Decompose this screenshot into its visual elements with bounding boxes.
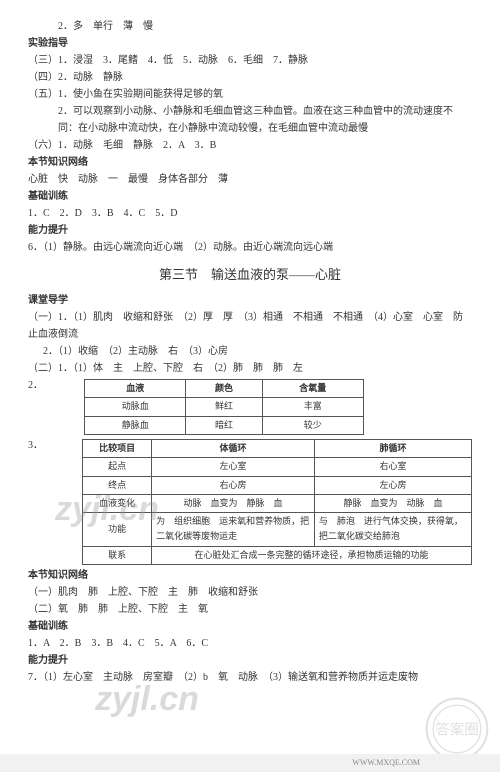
heading-classroom: 课堂导学 [28, 292, 472, 309]
t2-r2c3: 左心房 [314, 476, 471, 494]
t1-r2c2: 暗红 [186, 416, 262, 434]
t2-h1: 比较项目 [83, 439, 152, 457]
table1-lead: 2． [28, 377, 54, 394]
heading-ability-1: 能力提升 [28, 222, 472, 239]
heading-knowledge-2: 本节知识网络 [28, 567, 472, 584]
t2-r4c2: 为 组织细胞 运来氧和营养物质，把二氧化碳等废物运走 [152, 513, 315, 547]
exp-l4: 2．可以观察到小动脉、小静脉和毛细血管这三种血管。血液在这三种血管中的流动速度不… [28, 103, 472, 137]
class-l3: （二）1．（1）体 主 上腔、下腔 右 （2）肺 肺 肺 左 [28, 360, 472, 377]
table-blood: 血液 颜色 含氧量 动脉血 鲜红 丰富 静脉血 暗红 较少 [84, 379, 364, 435]
ability2: 7．（1）左心室 主动脉 房室瓣 （2）b 氧 动脉 （3）输送氧和营养物质并运… [28, 669, 472, 686]
t2-h3: 肺循环 [314, 439, 471, 457]
t2-r5c23: 在心脏处汇合成一条完整的循环途径，承担物质运输的功能 [152, 546, 472, 564]
t2-r1c2: 左心室 [152, 458, 315, 476]
t2-r1c3: 右心室 [314, 458, 471, 476]
line-top: 2．多 单行 薄 慢 [28, 18, 472, 35]
t1-h2: 颜色 [186, 380, 262, 398]
basic1: 1．C 2．D 3．B 4．C 5．D [28, 205, 472, 222]
class-l1: （一）1．（1）肌肉 收缩和舒张 （2）厚 厚 （3）相通 不相通 不相通 （4… [28, 309, 472, 343]
t2-r5c1: 联系 [83, 546, 152, 564]
t1-r1c1: 动脉血 [85, 398, 186, 416]
class-l2: 2．（1）收缩 （2）主动脉 右 （3）心房 [28, 343, 472, 360]
stamp-icon: 答案圈 [424, 696, 490, 762]
t2-r2c1: 终点 [83, 476, 152, 494]
ability1: 6．（1）静脉。由远心端流向近心端 （2）动脉。由近心端流向远心端 [28, 239, 472, 256]
exp-l2: （四）2．动脉 静脉 [28, 69, 472, 86]
heading-basic-2: 基础训练 [28, 618, 472, 635]
heading-basic-1: 基础训练 [28, 188, 472, 205]
t2-r4c1: 功能 [83, 513, 152, 547]
t2-r3c3: 静脉 血变为 动脉 血 [314, 494, 471, 512]
t1-r1c2: 鲜红 [186, 398, 262, 416]
t1-r2c1: 静脉血 [85, 416, 186, 434]
heading-ability-2: 能力提升 [28, 652, 472, 669]
t2-r1c1: 起点 [83, 458, 152, 476]
section-3-title: 第三节 输送血液的泵——心脏 [28, 264, 472, 286]
heading-experiment: 实验指导 [28, 35, 472, 52]
basic2: 1．A 2．B 3．B 4．C 5．A 6．C [28, 635, 472, 652]
t1-h3: 含氧量 [262, 380, 363, 398]
t1-r2c3: 较少 [262, 416, 363, 434]
heading-knowledge-1: 本节知识网络 [28, 154, 472, 171]
exp-l3: （五）1．使小鱼在实验期间能获得足够的氧 [28, 86, 472, 103]
t1-h1: 血液 [85, 380, 186, 398]
table2-lead: 3． [28, 437, 52, 454]
footer-bar: WWW.MXQE.COM [0, 754, 500, 772]
footer-url: WWW.MXQE.COM [352, 758, 420, 767]
t2-r3c1: 血液变化 [83, 494, 152, 512]
table-circulation: 比较项目 体循环 肺循环 起点 左心室 右心室 终点 右心房 左心房 血液变化 … [82, 439, 472, 565]
know2-l1: （一）肌肉 肺 上腔、下腔 主 肺 收缩和舒张 [28, 584, 472, 601]
t2-h2: 体循环 [152, 439, 315, 457]
stamp-text: 答案圈 [435, 720, 479, 738]
exp-l1: （三）1．浸湿 3．尾鳍 4．低 5．动脉 6．毛细 7．静脉 [28, 52, 472, 69]
t2-r4c3: 与 肺泡 进行气体交换，获得氧，把二氧化碳交给肺泡 [314, 513, 471, 547]
exp-l5: （六）1．动脉 毛细 静脉 2．A 3．B [28, 137, 472, 154]
t2-r2c2: 右心房 [152, 476, 315, 494]
t1-r1c3: 丰富 [262, 398, 363, 416]
know1: 心脏 快 动脉 一 最慢 身体各部分 薄 [28, 171, 472, 188]
t2-r3c2: 动脉 血变为 静脉 血 [152, 494, 315, 512]
know2-l2: （二）氧 肺 肺 上腔、下腔 主 氧 [28, 601, 472, 618]
